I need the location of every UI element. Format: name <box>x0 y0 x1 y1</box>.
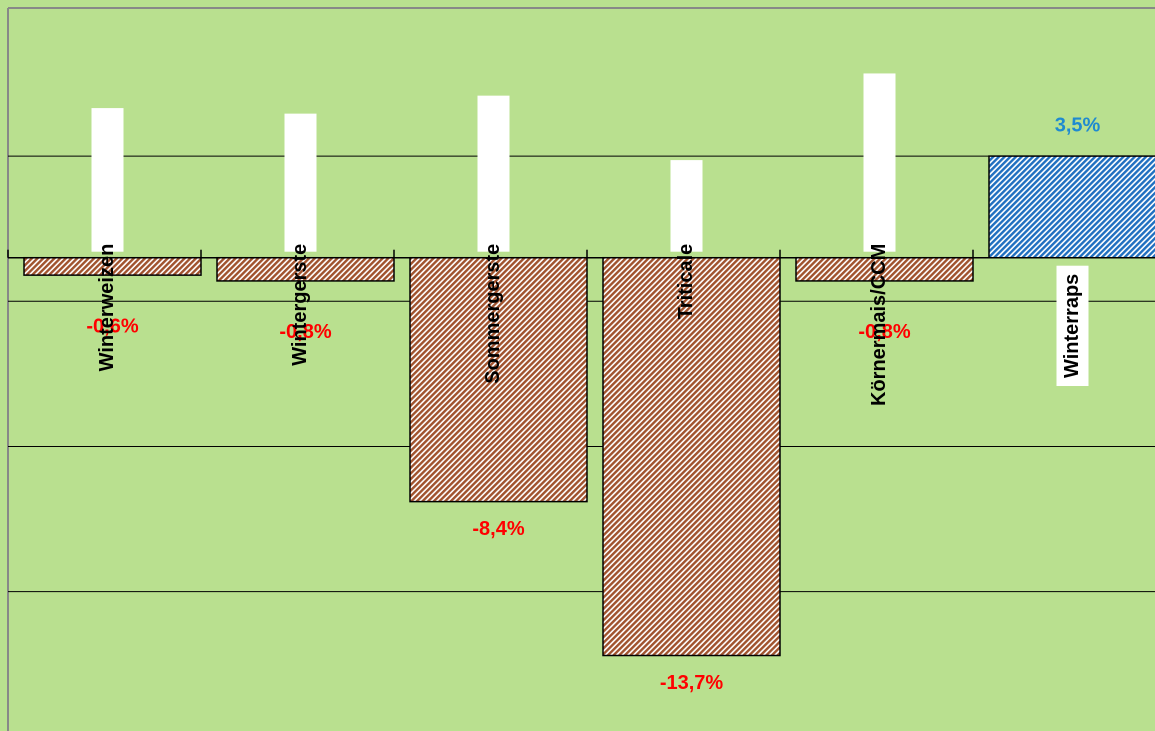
category-label: Sommergerste <box>482 244 504 384</box>
category-label-box <box>284 113 317 252</box>
category-label-group: Körnermais/CCM <box>863 73 896 406</box>
value-label: -0,6% <box>86 315 138 337</box>
bar <box>409 256 588 503</box>
category-label-box <box>477 95 510 252</box>
category-label-box <box>1056 265 1089 387</box>
category-label-box <box>863 73 896 252</box>
value-label: -0,8% <box>858 321 910 343</box>
category-label: Winterraps <box>1061 274 1083 378</box>
category-label-box <box>91 108 124 252</box>
value-label: -0,8% <box>279 321 331 343</box>
category-label: Triticale <box>675 244 697 320</box>
category-label-box <box>670 160 703 252</box>
bar <box>988 155 1155 259</box>
category-label-group: Triticale <box>670 160 703 320</box>
category-label: Körnermais/CCM <box>868 244 890 406</box>
category-label-group: Winterraps <box>1056 265 1089 387</box>
bar <box>602 256 781 657</box>
category-label: Wintergerste <box>289 244 311 366</box>
category-label-group: Winterweizen <box>91 108 124 372</box>
value-label: -13,7% <box>660 672 724 694</box>
category-label: Winterweizen <box>96 244 118 372</box>
value-label: -8,4% <box>472 518 524 540</box>
value-label: 3,5% <box>1055 114 1101 136</box>
category-label-group: Sommergerste <box>477 95 510 384</box>
category-label-group: Wintergerste <box>284 113 317 366</box>
